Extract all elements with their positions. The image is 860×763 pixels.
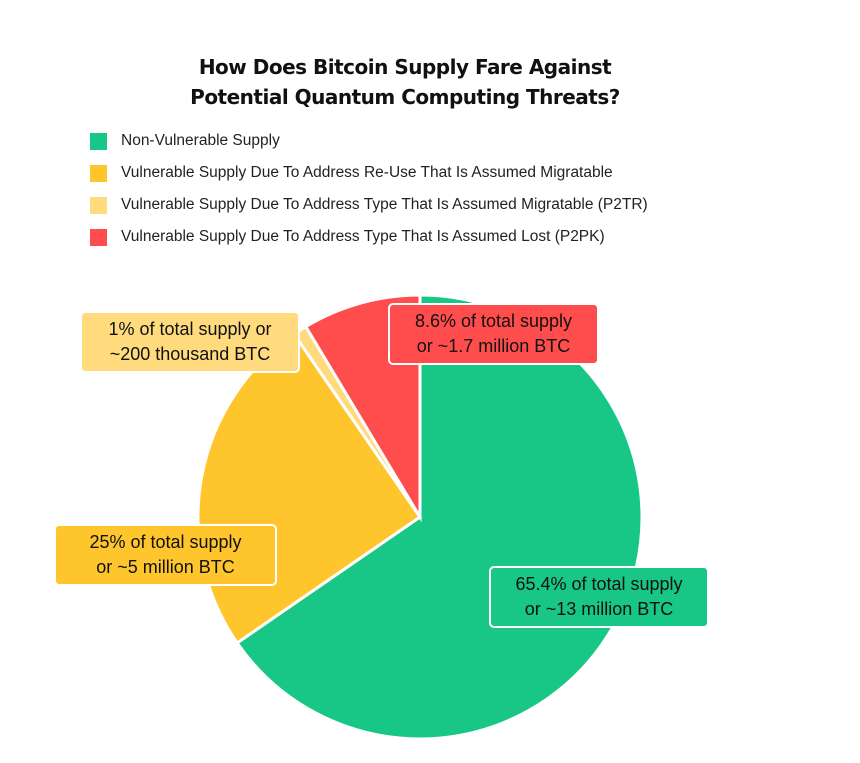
label-line: 8.6% of total supply [414,311,573,331]
legend-label: Vulnerable Supply Due To Address Type Th… [121,196,648,213]
label-line: or ~5 million BTC [96,557,235,577]
label-line: or ~13 million BTC [524,599,674,619]
label-line: ~200 thousand BTC [109,344,271,364]
legend-item: Vulnerable Supply Due To Address Re-Use … [90,157,648,189]
legend-item: Non-Vulnerable Supply [90,125,648,157]
legend-swatch [90,164,107,182]
title-line-2: Potential Quantum Computing Threats? [190,85,620,109]
legend: Non-Vulnerable Supply Vulnerable Supply D… [90,125,648,253]
data-label-non-vulnerable: 65.4% of total supply or ~13 million BTC [489,566,709,628]
legend-label: Vulnerable Supply Due To Address Type Th… [121,228,605,245]
legend-label: Non-Vulnerable Supply [121,132,280,149]
legend-label: Vulnerable Supply Due To Address Re-Use … [121,164,613,181]
legend-item: Vulnerable Supply Due To Address Type Th… [90,189,648,221]
legend-item: Vulnerable Supply Due To Address Type Th… [90,221,648,253]
data-label-p2pk: 8.6% of total supply or ~1.7 million BTC [388,303,599,365]
legend-swatch [90,228,107,246]
label-line: 65.4% of total supply [515,574,683,594]
data-label-p2tr: 1% of total supply or ~200 thousand BTC [80,311,300,373]
label-line: or ~1.7 million BTC [416,336,571,356]
title-line-1: How Does Bitcoin Supply Fare Against [198,55,612,79]
chart-title: How Does Bitcoin Supply Fare Against Pot… [0,52,810,112]
label-line: 1% of total supply or [108,319,272,339]
data-label-address-reuse: 25% of total supply or ~5 million BTC [54,524,277,586]
legend-swatch [90,132,107,150]
label-line: 25% of total supply [89,532,242,552]
legend-swatch [90,196,107,214]
